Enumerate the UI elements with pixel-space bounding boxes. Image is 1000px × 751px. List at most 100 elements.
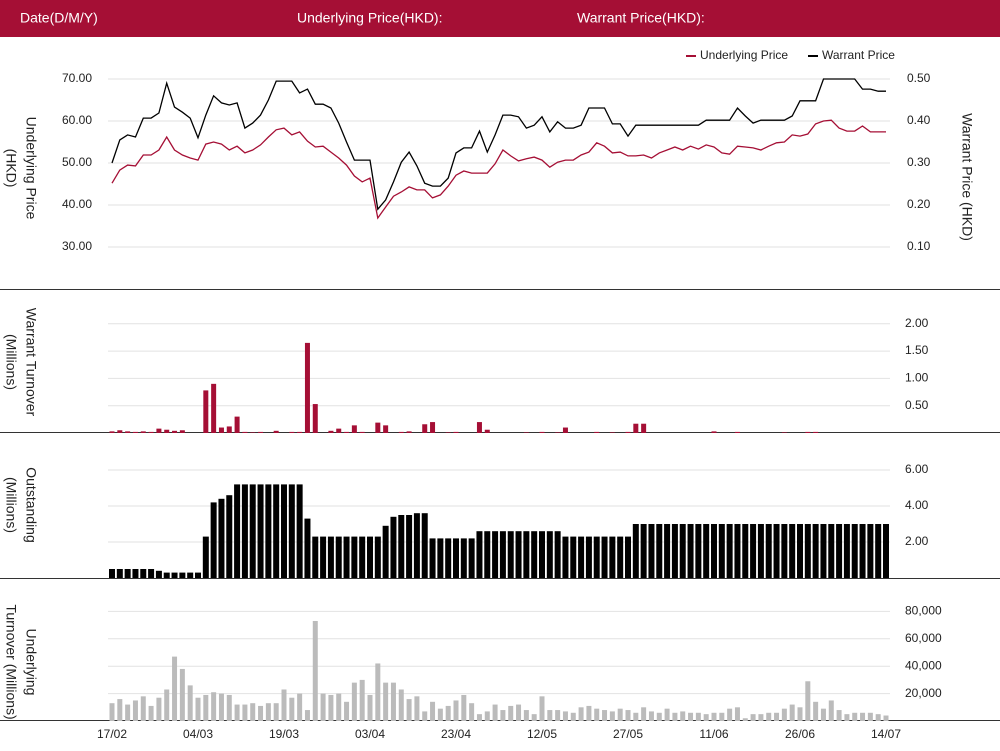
bar <box>812 524 819 578</box>
bar <box>789 524 796 578</box>
bar <box>453 538 459 578</box>
bar <box>218 693 224 721</box>
bar <box>797 707 803 721</box>
bar <box>656 712 662 721</box>
bar <box>554 531 561 578</box>
bar <box>679 524 686 578</box>
bar <box>484 429 490 433</box>
bar <box>492 704 498 721</box>
bar <box>585 536 592 578</box>
bar <box>820 708 826 721</box>
bar <box>437 538 444 578</box>
bar <box>851 524 858 578</box>
bar <box>601 536 608 578</box>
bar <box>547 710 553 721</box>
bar <box>195 572 201 578</box>
y-tick-label: 2.00 <box>905 534 929 548</box>
bar <box>680 711 686 721</box>
bar <box>781 524 788 578</box>
bar <box>719 712 725 721</box>
legend-label: Warrant Price <box>822 48 895 62</box>
bar <box>515 531 522 578</box>
bar <box>234 484 241 578</box>
bar <box>546 531 553 578</box>
x-tick-label: 27/05 <box>613 727 643 741</box>
bar <box>641 707 647 721</box>
bar <box>539 431 545 433</box>
bar <box>203 390 209 433</box>
axis-title: (Millions) <box>3 334 19 390</box>
bar <box>718 524 725 578</box>
bar <box>288 484 295 578</box>
bar <box>265 703 271 721</box>
bar <box>210 502 217 578</box>
bar <box>164 429 170 433</box>
bar <box>187 685 193 721</box>
bar <box>476 531 483 578</box>
y2-tick-label: 0.50 <box>907 71 931 85</box>
y2-tick-label: 0.10 <box>907 239 931 253</box>
bar <box>148 705 154 721</box>
bar <box>312 620 318 721</box>
bar <box>562 536 569 578</box>
bar <box>296 484 303 578</box>
bar <box>766 712 772 721</box>
bar <box>516 704 522 721</box>
bar <box>202 536 209 578</box>
bar <box>633 712 639 721</box>
bar <box>218 498 225 578</box>
bar <box>335 536 342 578</box>
header-date: Date(D/M/Y) <box>20 10 98 26</box>
bar <box>711 431 717 433</box>
bar <box>688 712 694 721</box>
bar <box>367 694 373 721</box>
header-bar <box>0 0 1000 37</box>
x-tick-label: 23/04 <box>441 727 471 741</box>
bar <box>328 694 334 721</box>
y-tick-label: 60,000 <box>905 631 942 645</box>
x-tick-label: 11/06 <box>699 727 728 741</box>
bar <box>250 703 256 721</box>
bar <box>234 416 240 433</box>
bar <box>312 404 318 433</box>
bar <box>203 694 209 721</box>
bar <box>632 524 639 578</box>
bar <box>265 484 272 578</box>
bar <box>883 715 889 721</box>
bar <box>656 524 663 578</box>
bar <box>172 430 178 433</box>
bar <box>413 513 420 578</box>
bar <box>687 524 694 578</box>
bar <box>672 712 678 721</box>
bar <box>390 516 397 578</box>
bar <box>421 513 428 578</box>
y-tick-label: 50.00 <box>62 155 92 169</box>
bar <box>774 712 780 721</box>
bar <box>836 524 843 578</box>
bar <box>492 531 499 578</box>
bar <box>476 714 482 721</box>
bar <box>453 431 459 433</box>
bar <box>633 423 639 433</box>
bar <box>140 431 146 433</box>
bar <box>828 700 834 721</box>
bar <box>758 714 764 721</box>
bar <box>813 701 819 721</box>
bar <box>132 431 138 433</box>
bar <box>789 704 795 721</box>
y-tick-label: 70.00 <box>62 71 92 85</box>
bar <box>734 707 740 721</box>
y-tick-label: 30.00 <box>62 239 92 253</box>
bar <box>383 425 389 433</box>
bar <box>359 679 365 721</box>
bar <box>586 705 592 721</box>
bar <box>852 712 858 721</box>
bar <box>562 711 568 721</box>
x-tick-label: 03/04 <box>355 727 385 741</box>
bar <box>805 431 811 433</box>
bar <box>328 430 334 433</box>
bar <box>390 682 396 721</box>
y-tick-label: 60.00 <box>62 113 92 127</box>
x-tick-label: 14/07 <box>871 727 901 741</box>
